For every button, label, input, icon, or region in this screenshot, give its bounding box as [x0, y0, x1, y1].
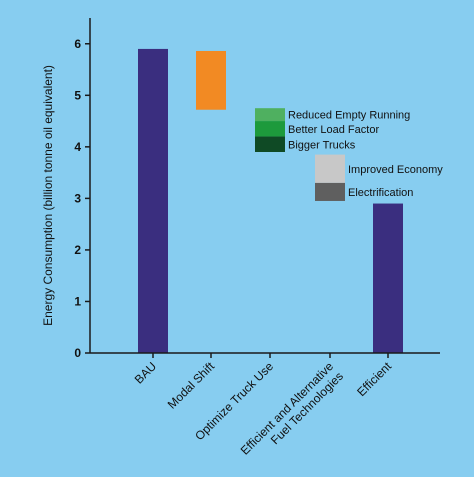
- y-tick-label: 3: [74, 191, 81, 205]
- y-tick-label: 1: [74, 294, 81, 308]
- bar-label-better-load-factor: Better Load Factor: [288, 124, 379, 136]
- y-axis-label: Energy Consumption (billion tonne oil eq…: [41, 65, 55, 326]
- bar-efficient: [373, 203, 403, 353]
- y-tick-label: 2: [74, 243, 81, 257]
- bar-bau: [138, 48, 168, 354]
- axes-layer: [89, 18, 440, 354]
- bar-label-reduced-empty-running: Reduced Empty Running: [288, 110, 410, 122]
- y-tick-label: 6: [74, 37, 81, 51]
- bar-label-bigger-trucks: Bigger Trucks: [288, 139, 356, 151]
- y-tick-label: 5: [74, 88, 81, 102]
- bar-electrification: [315, 182, 345, 201]
- bar-bigger-trucks: [255, 136, 285, 152]
- y-ticks-layer: 0 1 2 3 4 5 6: [74, 37, 90, 360]
- bar-label-improved-economy: Improved Economy: [348, 164, 443, 176]
- bar-labels-layer: Reduced Empty Running Better Load Factor B…: [288, 110, 443, 199]
- bar-label-electrification: Electrification: [348, 187, 413, 199]
- y-tick-label: 4: [74, 140, 81, 154]
- bar-better-load-factor: [255, 121, 285, 137]
- bar-improved-economy: [315, 154, 345, 183]
- y-tick-label: 0: [74, 346, 81, 360]
- bar-modal-shift: [196, 50, 226, 110]
- bars-layer: [138, 48, 403, 354]
- bar-reduced-empty-running: [255, 108, 285, 122]
